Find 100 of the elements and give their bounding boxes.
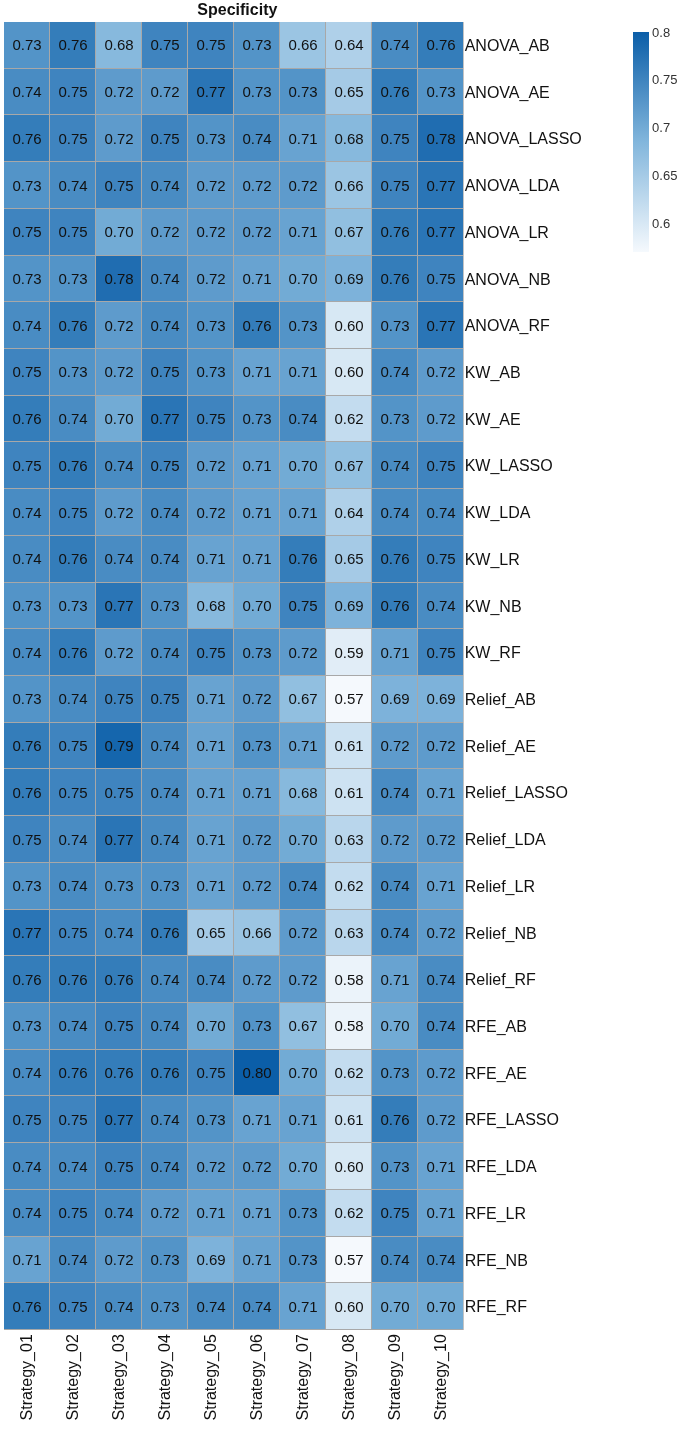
data-label: 0.74 xyxy=(12,317,42,335)
data-label: 0.69 xyxy=(334,270,364,288)
data-label: 0.76 xyxy=(58,317,88,335)
data-label: 0.73 xyxy=(242,410,272,428)
data-label: 0.78 xyxy=(426,130,456,148)
data-label: 0.76 xyxy=(104,1064,134,1082)
data-label: 0.71 xyxy=(242,1204,272,1222)
data-label: 0.57 xyxy=(334,690,364,708)
data-label: 0.80 xyxy=(242,1064,272,1082)
data-label: 0.74 xyxy=(58,177,88,195)
color-bar-label: 0.65 xyxy=(652,168,678,184)
data-label: 0.77 xyxy=(104,1111,134,1129)
data-label: 0.75 xyxy=(12,223,42,241)
data-label: 0.72 xyxy=(196,223,226,241)
data-label: 0.73 xyxy=(150,597,180,615)
data-label: 0.74 xyxy=(426,1251,456,1269)
data-label: 0.74 xyxy=(12,1158,42,1176)
x-tick-label: Strategy_10 xyxy=(431,1334,450,1421)
data-label: 0.74 xyxy=(150,270,180,288)
data-label: 0.75 xyxy=(58,223,88,241)
data-label: 0.71 xyxy=(288,1298,318,1316)
data-label: 0.72 xyxy=(242,223,272,241)
data-label: 0.76 xyxy=(288,550,318,568)
data-label: 0.75 xyxy=(150,690,180,708)
data-label: 0.73 xyxy=(288,1204,318,1222)
data-label: 0.71 xyxy=(196,690,226,708)
data-label: 0.75 xyxy=(58,1298,88,1316)
data-label: 0.66 xyxy=(288,36,318,54)
data-label: 0.77 xyxy=(196,83,226,101)
y-tick-label: RFE_LR xyxy=(464,1204,527,1223)
data-label: 0.76 xyxy=(58,1064,88,1082)
y-tick-label: RFE_RF xyxy=(464,1298,528,1317)
data-label: 0.72 xyxy=(242,831,272,849)
data-label: 0.75 xyxy=(104,690,134,708)
data-label: 0.75 xyxy=(58,1204,88,1222)
y-tick-label: ANOVA_AB xyxy=(464,36,550,55)
data-label: 0.74 xyxy=(380,924,410,942)
data-label: 0.72 xyxy=(242,690,272,708)
data-label: 0.72 xyxy=(380,831,410,849)
data-label: 0.71 xyxy=(288,130,318,148)
data-label: 0.74 xyxy=(12,644,42,662)
data-label: 0.71 xyxy=(426,784,456,802)
data-label: 0.76 xyxy=(380,83,410,101)
data-label: 0.72 xyxy=(196,504,226,522)
data-label: 0.71 xyxy=(196,550,226,568)
data-label: 0.72 xyxy=(242,971,272,989)
data-label: 0.69 xyxy=(380,690,410,708)
data-label: 0.73 xyxy=(196,317,226,335)
data-label: 0.76 xyxy=(380,550,410,568)
data-label: 0.75 xyxy=(12,457,42,475)
data-label: 0.73 xyxy=(150,1298,180,1316)
data-label: 0.76 xyxy=(58,457,88,475)
data-label: 0.73 xyxy=(242,644,272,662)
data-label: 0.72 xyxy=(242,177,272,195)
data-label: 0.75 xyxy=(150,457,180,475)
data-label: 0.65 xyxy=(334,550,364,568)
data-label: 0.76 xyxy=(12,1298,42,1316)
x-tick-label: Strategy_01 xyxy=(18,1334,37,1421)
data-label: 0.74 xyxy=(242,1298,272,1316)
data-label: 0.73 xyxy=(242,36,272,54)
data-label: 0.74 xyxy=(380,457,410,475)
y-tick-label: RFE_AE xyxy=(464,1064,527,1083)
data-label: 0.76 xyxy=(12,410,42,428)
data-label: 0.73 xyxy=(58,270,88,288)
data-label: 0.74 xyxy=(288,410,318,428)
data-label: 0.74 xyxy=(104,1204,134,1222)
data-label: 0.75 xyxy=(104,1158,134,1176)
data-label: 0.73 xyxy=(242,1017,272,1035)
data-label: 0.77 xyxy=(426,177,456,195)
data-label: 0.71 xyxy=(242,1251,272,1269)
data-label: 0.76 xyxy=(242,317,272,335)
data-label: 0.74 xyxy=(150,784,180,802)
data-label: 0.70 xyxy=(380,1298,410,1316)
data-label: 0.76 xyxy=(426,36,456,54)
data-label: 0.71 xyxy=(380,971,410,989)
data-label: 0.72 xyxy=(288,924,318,942)
data-label: 0.73 xyxy=(196,130,226,148)
y-tick-label: RFE_LDA xyxy=(464,1158,538,1177)
data-label: 0.76 xyxy=(380,270,410,288)
data-label: 0.73 xyxy=(58,597,88,615)
data-label: 0.73 xyxy=(12,177,42,195)
data-label: 0.76 xyxy=(12,784,42,802)
y-tick-label: ANOVA_LR xyxy=(464,223,549,242)
data-label: 0.69 xyxy=(196,1251,226,1269)
data-label: 0.74 xyxy=(426,971,456,989)
data-label: 0.72 xyxy=(426,410,456,428)
data-label: 0.74 xyxy=(426,597,456,615)
data-label: 0.62 xyxy=(334,410,364,428)
data-label: 0.74 xyxy=(150,317,180,335)
data-label: 0.73 xyxy=(12,597,42,615)
y-tick-label: RFE_LASSO xyxy=(464,1111,559,1130)
y-tick-label: KW_LDA xyxy=(464,504,531,523)
data-label: 0.75 xyxy=(104,1017,134,1035)
data-label: 0.74 xyxy=(380,504,410,522)
data-label: 0.73 xyxy=(196,1111,226,1129)
data-label: 0.72 xyxy=(104,1251,134,1269)
data-label: 0.65 xyxy=(334,83,364,101)
data-label: 0.74 xyxy=(380,1251,410,1269)
data-label: 0.78 xyxy=(104,270,134,288)
data-label: 0.70 xyxy=(242,597,272,615)
